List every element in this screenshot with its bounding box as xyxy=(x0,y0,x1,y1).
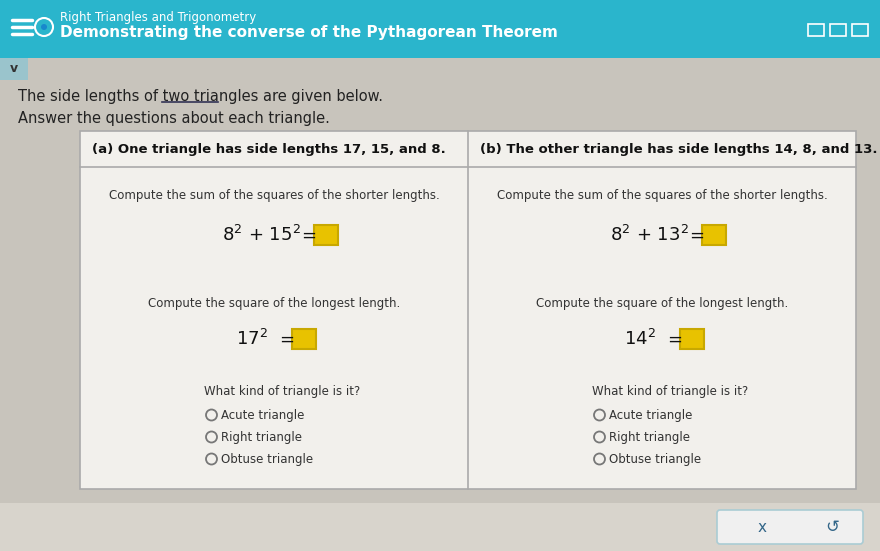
Text: What kind of triangle is it?: What kind of triangle is it? xyxy=(592,385,748,397)
Text: (b) The other triangle has side lengths 14, 8, and 13.: (b) The other triangle has side lengths … xyxy=(480,143,877,155)
Text: $8^2$: $8^2$ xyxy=(610,225,630,245)
FancyBboxPatch shape xyxy=(80,131,856,489)
Text: ↺: ↺ xyxy=(825,518,839,536)
Text: $+\ 15^2$: $+\ 15^2$ xyxy=(248,225,301,245)
FancyBboxPatch shape xyxy=(0,58,28,80)
Text: $8^2$: $8^2$ xyxy=(222,225,242,245)
FancyBboxPatch shape xyxy=(702,225,726,245)
FancyBboxPatch shape xyxy=(717,510,863,544)
Text: Demonstrating the converse of the Pythagorean Theorem: Demonstrating the converse of the Pythag… xyxy=(60,25,558,41)
Text: What kind of triangle is it?: What kind of triangle is it? xyxy=(204,385,360,397)
FancyBboxPatch shape xyxy=(680,329,704,349)
Text: $=$: $=$ xyxy=(298,226,317,244)
Text: Obtuse triangle: Obtuse triangle xyxy=(609,452,701,466)
Text: Acute triangle: Acute triangle xyxy=(221,408,304,422)
FancyBboxPatch shape xyxy=(292,329,316,349)
Text: Answer the questions about each triangle.: Answer the questions about each triangle… xyxy=(18,111,330,126)
FancyBboxPatch shape xyxy=(0,503,880,551)
Text: $=$: $=$ xyxy=(276,330,295,348)
Text: (a) One triangle has side lengths 17, 15, and 8.: (a) One triangle has side lengths 17, 15… xyxy=(92,143,446,155)
Text: $+\ 13^2$: $+\ 13^2$ xyxy=(636,225,689,245)
FancyBboxPatch shape xyxy=(314,225,338,245)
Circle shape xyxy=(41,24,47,30)
Text: v: v xyxy=(10,62,18,75)
Text: Right Triangles and Trigonometry: Right Triangles and Trigonometry xyxy=(60,10,256,24)
Text: Compute the square of the longest length.: Compute the square of the longest length… xyxy=(148,296,400,310)
Text: Acute triangle: Acute triangle xyxy=(609,408,693,422)
FancyBboxPatch shape xyxy=(0,0,880,58)
Text: Compute the sum of the squares of the shorter lengths.: Compute the sum of the squares of the sh… xyxy=(108,188,439,202)
Text: Compute the sum of the squares of the shorter lengths.: Compute the sum of the squares of the sh… xyxy=(496,188,827,202)
Text: $=$: $=$ xyxy=(664,330,683,348)
Text: x: x xyxy=(758,520,766,534)
Text: Obtuse triangle: Obtuse triangle xyxy=(221,452,313,466)
Text: $14^2$: $14^2$ xyxy=(624,329,656,349)
Text: Right triangle: Right triangle xyxy=(221,430,302,444)
Circle shape xyxy=(35,18,53,36)
Text: $=$: $=$ xyxy=(686,226,705,244)
Text: The side lengths of two triangles are given below.: The side lengths of two triangles are gi… xyxy=(18,89,383,104)
Text: Compute the square of the longest length.: Compute the square of the longest length… xyxy=(536,296,788,310)
Text: $17^2$: $17^2$ xyxy=(236,329,268,349)
Text: Right triangle: Right triangle xyxy=(609,430,690,444)
